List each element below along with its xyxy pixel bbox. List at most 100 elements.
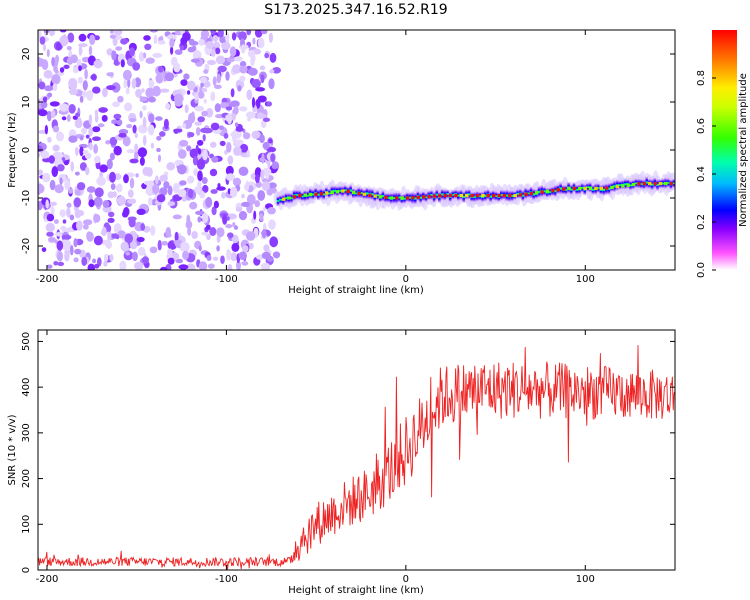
noise-blob bbox=[135, 173, 139, 178]
noise-blob bbox=[66, 207, 71, 218]
noise-blob bbox=[205, 196, 213, 208]
noise-blob bbox=[117, 95, 124, 103]
noise-blob bbox=[75, 112, 80, 117]
noise-blob bbox=[238, 210, 248, 221]
noise-blob bbox=[260, 120, 267, 128]
y-tick-label: 20 bbox=[21, 48, 32, 61]
signal-band bbox=[613, 180, 616, 193]
signal-core bbox=[572, 186, 577, 190]
noise-blob bbox=[219, 140, 226, 147]
signal-band bbox=[645, 176, 648, 189]
signal-core bbox=[545, 189, 550, 193]
noise-blob bbox=[111, 82, 121, 93]
noise-blob bbox=[259, 65, 266, 71]
y-tick-label: -20 bbox=[21, 238, 32, 254]
x-tick-label: 0 bbox=[403, 274, 409, 285]
noise-blob bbox=[200, 127, 210, 133]
noise-blob bbox=[241, 201, 250, 207]
noise-blob bbox=[239, 75, 246, 82]
noise-blob bbox=[88, 114, 93, 125]
noise-blob bbox=[200, 82, 205, 88]
snr-x-ticks: -200 -100 0 100 bbox=[36, 330, 595, 585]
noise-blob bbox=[266, 257, 274, 262]
noise-blob bbox=[222, 214, 228, 225]
noise-blob bbox=[56, 131, 64, 142]
noise-blob bbox=[54, 69, 59, 74]
noise-blob bbox=[67, 32, 75, 43]
noise-blob bbox=[221, 42, 231, 50]
colorbar-tick-label: 0.8 bbox=[696, 70, 707, 86]
noise-blob bbox=[74, 189, 81, 196]
y-tick-label: 0 bbox=[21, 147, 32, 153]
signal-core bbox=[465, 194, 469, 198]
noise-blob bbox=[175, 258, 183, 264]
noise-blob bbox=[269, 52, 277, 63]
signal-band bbox=[586, 182, 589, 192]
noise-blob bbox=[46, 49, 50, 58]
noise-blob bbox=[197, 139, 204, 146]
noise-blob bbox=[122, 136, 131, 147]
noise-blob bbox=[45, 199, 49, 209]
noise-blob bbox=[83, 219, 93, 226]
signal-band bbox=[537, 186, 541, 198]
signal-band bbox=[650, 178, 654, 191]
noise-blob bbox=[51, 74, 61, 85]
signal-core bbox=[341, 189, 345, 193]
noise-blob bbox=[140, 223, 145, 231]
noise-blob bbox=[227, 155, 234, 165]
noise-blob bbox=[115, 46, 123, 51]
noise-blob bbox=[107, 225, 112, 232]
noise-blob bbox=[163, 118, 169, 130]
signal-core bbox=[292, 195, 297, 199]
noise-blob bbox=[269, 69, 275, 74]
signal-band bbox=[623, 179, 627, 190]
noise-blob bbox=[89, 142, 93, 151]
spectrogram-y-ticks: -20 -10 0 10 20 bbox=[21, 48, 675, 254]
noise-blob bbox=[257, 190, 266, 201]
noise-blob bbox=[177, 164, 187, 175]
signal-core bbox=[567, 186, 571, 190]
noise-blob bbox=[159, 131, 166, 137]
noise-blob bbox=[215, 55, 226, 65]
noise-blob bbox=[143, 180, 154, 186]
noise-blob bbox=[148, 96, 156, 103]
signal-core bbox=[384, 195, 388, 200]
noise-blob bbox=[203, 98, 207, 104]
noise-blob bbox=[142, 135, 147, 146]
noise-blob bbox=[209, 227, 217, 236]
noise-blob bbox=[148, 113, 155, 123]
signal-band bbox=[510, 190, 514, 202]
signal-band bbox=[548, 187, 552, 197]
signal-band bbox=[527, 188, 530, 198]
signal-core bbox=[362, 192, 367, 196]
noise-blob bbox=[227, 232, 234, 239]
noise-blob bbox=[147, 124, 155, 136]
noise-blob bbox=[182, 32, 191, 42]
noise-blob bbox=[182, 123, 187, 129]
x-tick-label: 0 bbox=[403, 574, 409, 585]
noise-blob bbox=[142, 105, 147, 111]
signal-core bbox=[551, 189, 555, 193]
noise-blob bbox=[129, 158, 139, 164]
noise-blob bbox=[126, 199, 137, 204]
noise-blob bbox=[143, 35, 151, 41]
signal-band bbox=[403, 193, 406, 204]
noise-blob bbox=[122, 69, 132, 81]
noise-blob bbox=[109, 34, 117, 39]
signal-band bbox=[276, 196, 280, 207]
noise-blob bbox=[214, 103, 221, 113]
noise-blob bbox=[191, 231, 198, 239]
noise-blob bbox=[159, 88, 170, 93]
signal-core bbox=[626, 183, 630, 187]
noise-blob bbox=[78, 33, 87, 42]
noise-blob bbox=[225, 32, 230, 43]
noise-blob bbox=[267, 160, 271, 169]
noise-blob bbox=[189, 201, 198, 210]
noise-blob bbox=[76, 220, 83, 231]
noise-blob bbox=[116, 195, 126, 206]
noise-blob bbox=[184, 104, 189, 114]
noise-blob bbox=[135, 88, 142, 98]
signal-band bbox=[354, 188, 358, 198]
noise-blob bbox=[165, 103, 171, 110]
